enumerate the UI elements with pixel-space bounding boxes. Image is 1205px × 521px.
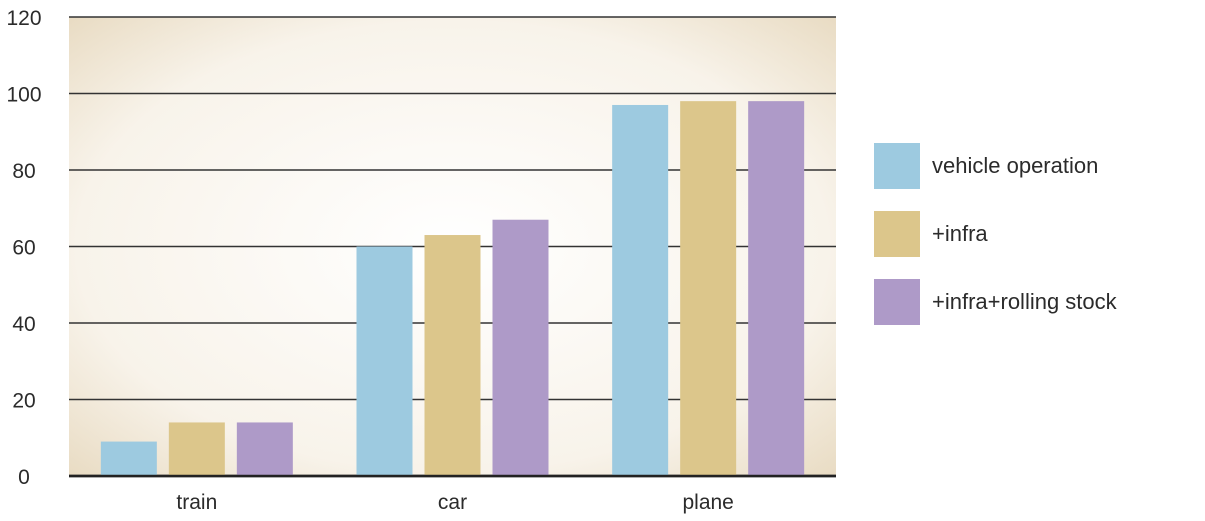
y-tick-label: 100 — [6, 84, 41, 107]
y-tick-label: 0 — [18, 466, 30, 489]
y-tick-label: 80 — [12, 160, 35, 183]
legend-label: +infra+rolling stock — [932, 289, 1117, 314]
bar-train-series-1 — [100, 441, 157, 476]
bars — [69, 101, 836, 478]
bar-car-series-2 — [424, 235, 481, 476]
y-axis-ticks: 0 20 40 60 80 100 120 — [6, 7, 41, 489]
legend-item-infra-rolling-stock: +infra+rolling stock — [874, 279, 1117, 325]
legend-item-infra: +infra — [874, 211, 1117, 257]
bar-plane-series-2 — [680, 101, 737, 477]
legend-item-vehicle-operation: vehicle operation — [874, 143, 1117, 189]
bar-train-series-2 — [168, 422, 225, 476]
bar-plane-series-3 — [748, 101, 805, 477]
legend-swatch — [874, 143, 920, 189]
bar-car-series-1 — [356, 246, 413, 476]
legend-swatch — [874, 211, 920, 257]
y-tick-label: 40 — [12, 313, 35, 336]
y-tick-label: 20 — [12, 390, 35, 413]
legend-label: vehicle operation — [932, 153, 1099, 178]
legend: vehicle operation +infra +infra+rolling … — [874, 143, 1117, 347]
y-tick-label: 60 — [12, 237, 35, 260]
bar-plane-series-1 — [612, 104, 669, 476]
y-tick-label: 120 — [6, 7, 41, 30]
x-category-label: plane — [682, 491, 733, 514]
bar-train-series-3 — [236, 422, 293, 476]
legend-swatch — [874, 279, 920, 325]
legend-label: +infra — [932, 221, 988, 246]
x-category-label: car — [438, 491, 467, 514]
bar-car-series-3 — [492, 219, 549, 476]
x-axis-categories: train car plane — [176, 491, 733, 514]
x-category-label: train — [176, 491, 217, 514]
